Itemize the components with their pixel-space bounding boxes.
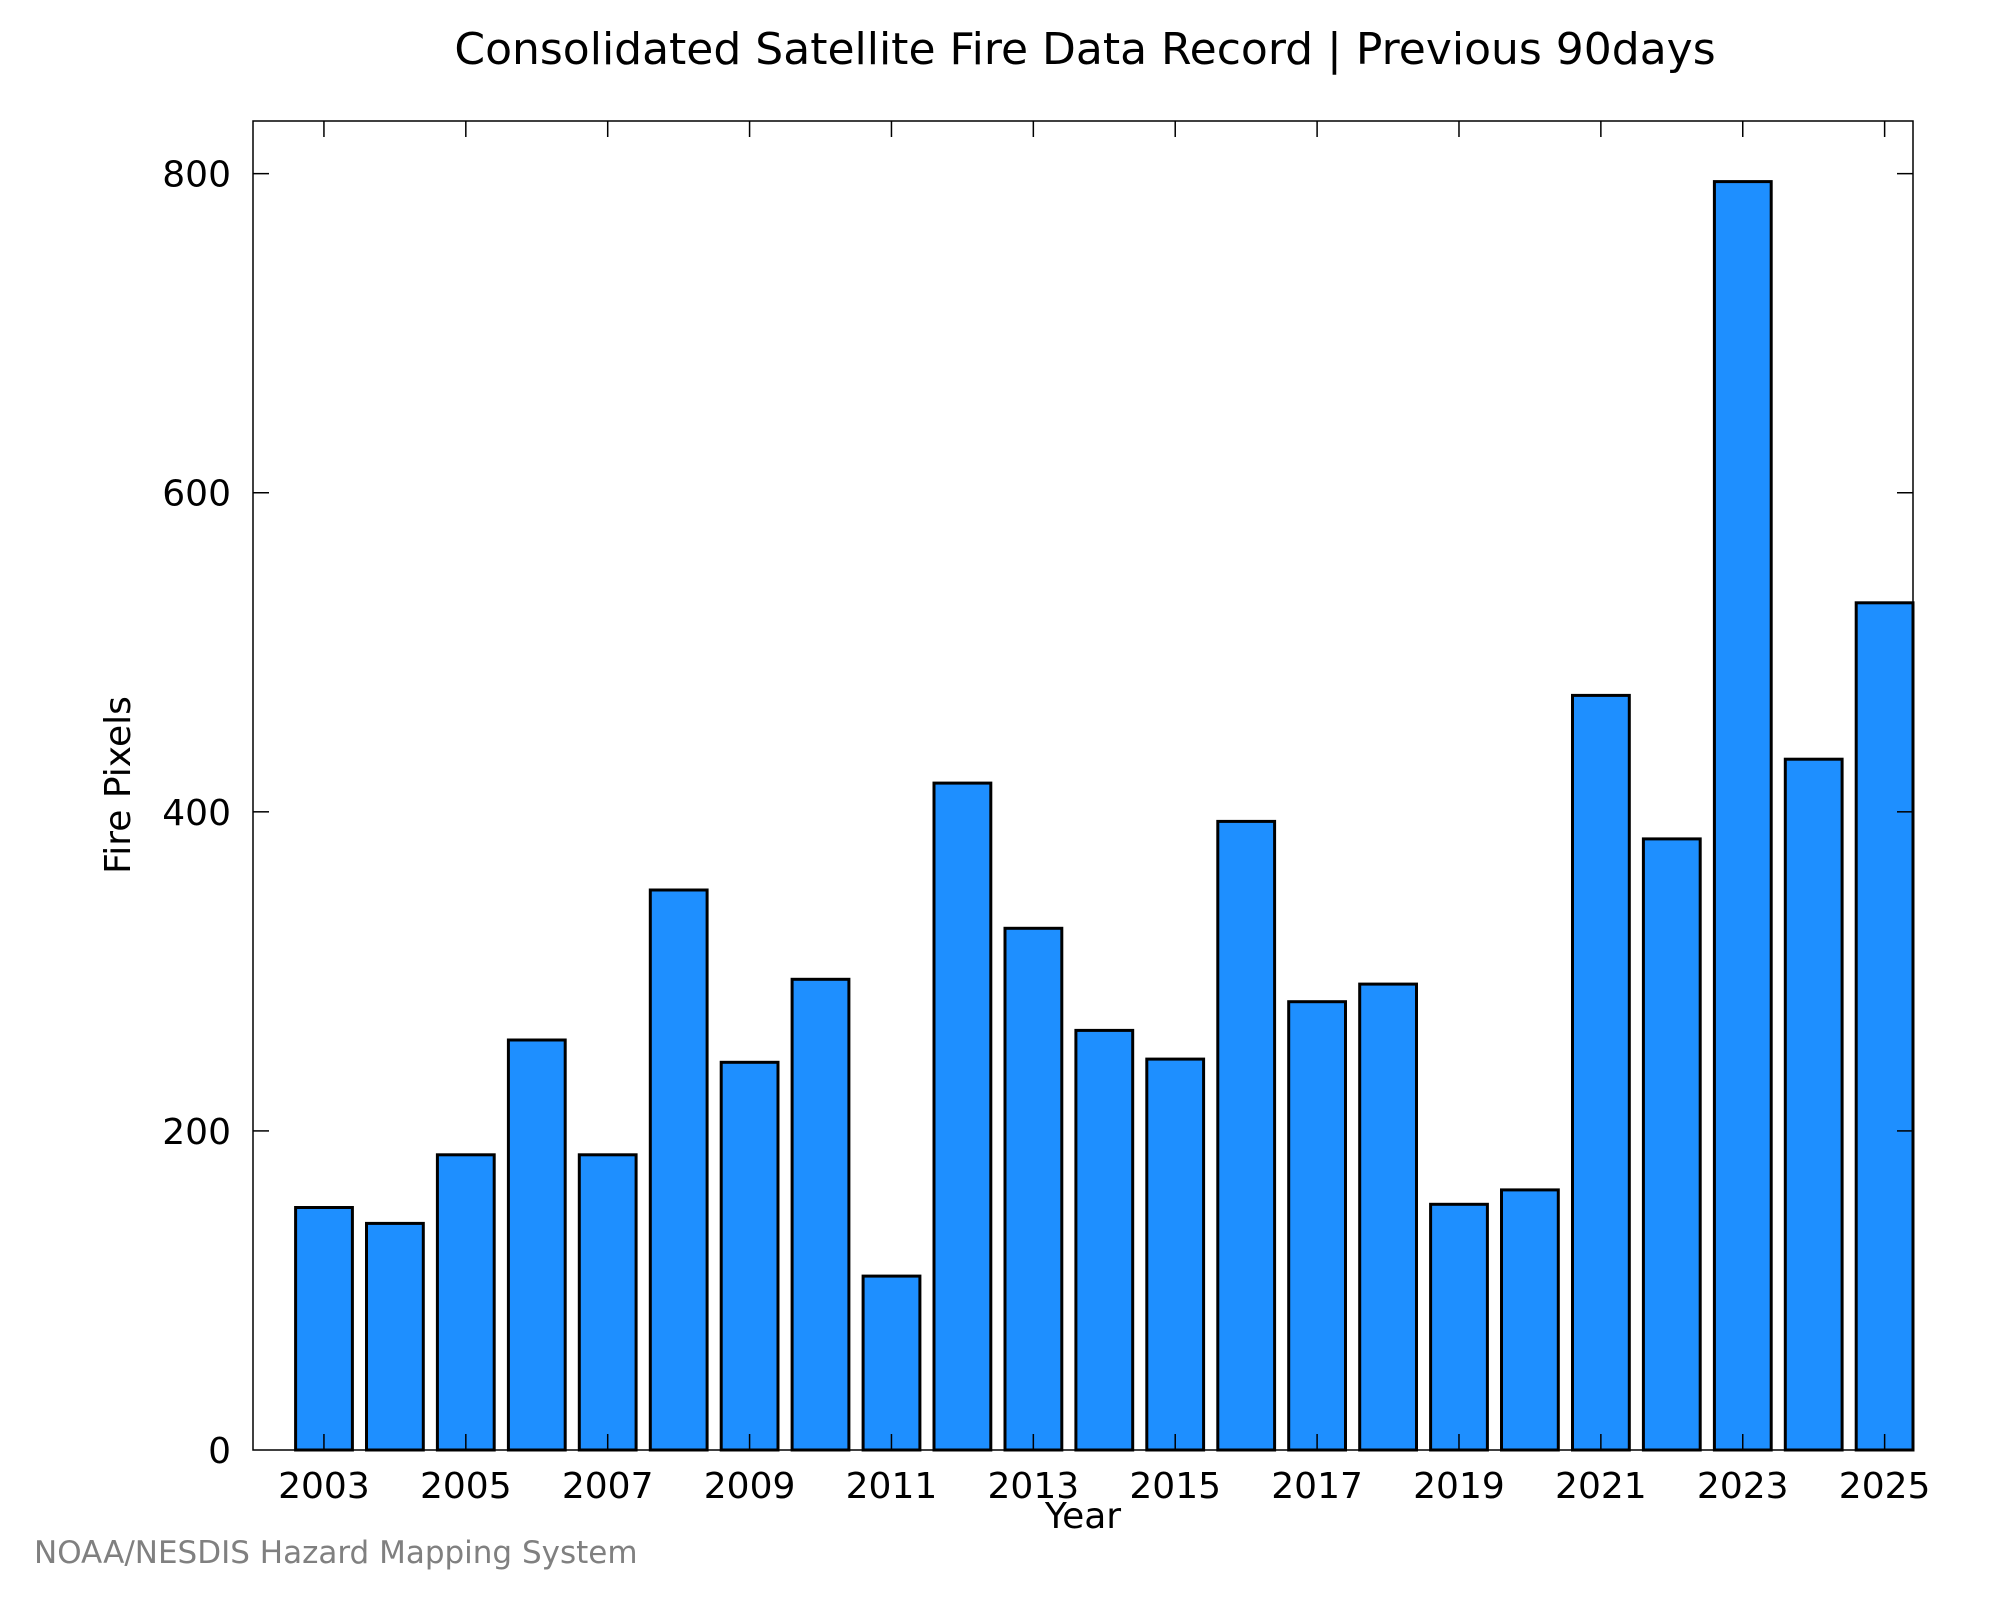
footer-credit: NOAA/NESDIS Hazard Mapping System: [34, 1535, 638, 1571]
y-tick-label: 0: [208, 1431, 231, 1472]
chart-title: Consolidated Satellite Fire Data Record …: [454, 24, 1715, 75]
x-tick-label: 2023: [1697, 1466, 1789, 1507]
bar-2014: [1074, 1028, 1135, 1452]
y-tick-label: 400: [162, 793, 231, 834]
bar-2003: [294, 1206, 354, 1452]
bar-2011: [861, 1274, 922, 1452]
x-tick-labels: 2003 2005 2007 2009 2011 2013 2015 2017 2019 2021…: [278, 1466, 1930, 1507]
x-tick-label: 2007: [562, 1466, 654, 1507]
x-tick-label: 2005: [420, 1466, 512, 1507]
bar-2006: [506, 1038, 567, 1452]
bar-2023: [1712, 180, 1773, 1452]
bar-2007: [577, 1153, 638, 1452]
bar-2021: [1571, 693, 1631, 1452]
y-tick-label: 200: [162, 1112, 231, 1153]
bar-2005: [435, 1153, 496, 1452]
bar-2015: [1145, 1057, 1206, 1452]
bar-2004: [365, 1221, 425, 1452]
bar-2016: [1216, 819, 1277, 1452]
bar-2024: [1783, 757, 1844, 1452]
y-tick-labels: 0 200 400 600 800: [162, 155, 231, 1472]
bars-group: [294, 180, 1915, 1452]
x-tick-label: 2013: [988, 1466, 1080, 1507]
x-tick-label: 2025: [1839, 1466, 1931, 1507]
x-tick-label: 2019: [1413, 1466, 1505, 1507]
bar-2010: [790, 977, 851, 1452]
x-tick-label: 2017: [1271, 1466, 1363, 1507]
y-axis-label: Fire Pixels: [98, 696, 139, 874]
x-tick-label: 2011: [846, 1466, 938, 1507]
plot-frame: [252, 120, 1914, 1451]
bar-2009: [719, 1060, 780, 1452]
ticks-group: [253, 121, 1913, 1450]
x-tick-label: 2021: [1555, 1466, 1647, 1507]
x-axis-label: Year: [1044, 1496, 1121, 1537]
bar-2018: [1358, 982, 1418, 1452]
bar-2012: [932, 781, 993, 1452]
bar-2025: [1854, 601, 1915, 1452]
bar-2013: [1003, 926, 1064, 1452]
bar-2019: [1429, 1202, 1489, 1452]
x-tick-label: 2015: [1129, 1466, 1221, 1507]
bar-2022: [1641, 837, 1702, 1452]
bar-2008: [648, 888, 709, 1452]
x-tick-label: 2009: [704, 1466, 796, 1507]
bar-2020: [1500, 1188, 1560, 1452]
bar-2017: [1287, 1000, 1347, 1452]
y-tick-label: 800: [162, 155, 231, 196]
x-tick-label: 2003: [278, 1466, 370, 1507]
y-tick-label: 600: [162, 474, 231, 515]
